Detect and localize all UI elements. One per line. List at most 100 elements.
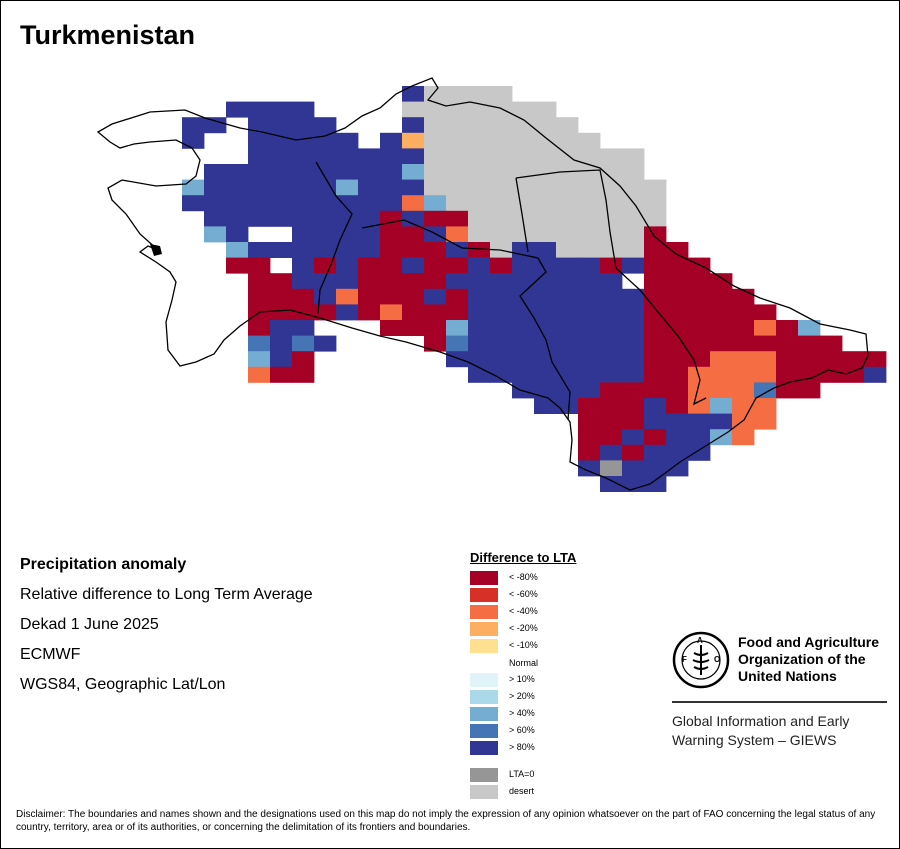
grid-cell: [688, 335, 711, 352]
grid-cell: [336, 273, 359, 290]
grid-cell: [248, 179, 271, 196]
grid-cell: [578, 226, 601, 243]
grid-cell: [490, 164, 513, 180]
grid-cell: [666, 273, 689, 290]
grid-cell: [666, 335, 689, 352]
grid-cell: [710, 273, 733, 290]
grid-cell: [468, 132, 491, 149]
legend-swatch: [470, 673, 498, 687]
legend-label: < -40%: [509, 606, 538, 616]
grid-cell: [666, 444, 689, 461]
grid-cell: [314, 335, 337, 352]
legend-label: < -80%: [509, 572, 538, 582]
grid-cell: [622, 226, 645, 243]
grid-cell: [292, 117, 315, 134]
grid-cell: [270, 351, 293, 368]
grid-cell: [358, 288, 381, 305]
grid-cell: [402, 148, 425, 165]
grid-cell: [798, 320, 821, 336]
anomaly-map: [96, 77, 887, 492]
grid-cell: [666, 351, 689, 368]
grid-cell: [622, 210, 645, 227]
grid-cell: [270, 304, 293, 321]
grid-cell: [534, 366, 557, 383]
grid-cell: [380, 164, 403, 180]
grid-cell: [512, 148, 535, 165]
grid-cell: [600, 429, 623, 446]
grid-cell: [468, 226, 491, 243]
grid-cell: [292, 335, 315, 352]
grid-cell: [578, 242, 601, 258]
grid-cell: [534, 195, 557, 212]
grid-cell: [710, 366, 733, 383]
disclaimer: Disclaimer: The boundaries and names sho…: [16, 809, 876, 833]
grid-cell: [380, 226, 403, 243]
grid-cell: [622, 242, 645, 258]
grid-cell: [578, 429, 601, 446]
legend-swatch: [470, 605, 498, 619]
grid-cell: [314, 195, 337, 212]
grid-cell: [402, 101, 425, 118]
grid-cell: [732, 320, 755, 336]
grid-cell: [666, 257, 689, 274]
grid-cell: [248, 117, 271, 134]
grid-cell: [578, 382, 601, 399]
grid-cell: [314, 273, 337, 290]
grid-cell: [182, 179, 205, 196]
grid-cell: [644, 335, 667, 352]
grid-cell: [358, 148, 381, 165]
grid-cell: [622, 148, 645, 165]
grid-cell: [710, 382, 733, 399]
grid-cell: [204, 210, 227, 227]
grid-cell: [446, 335, 469, 352]
grid-cell: [424, 320, 447, 336]
grid-cell: [820, 366, 843, 383]
grid-cell: [776, 335, 799, 352]
grid-cell: [248, 320, 271, 336]
province-border-1: [315, 161, 353, 315]
grid-cell: [578, 132, 601, 149]
grid-cell: [424, 257, 447, 274]
grid-cell: [292, 257, 315, 274]
grid-cell: [710, 320, 733, 336]
grid-cell: [468, 257, 491, 274]
grid-cell: [864, 351, 887, 368]
grid-cell: [688, 273, 711, 290]
grid-cell: [578, 413, 601, 430]
grid-cell: [644, 257, 667, 274]
grid-cell: [644, 304, 667, 321]
grid-cell: [534, 335, 557, 352]
grid-cell: [424, 132, 447, 149]
grid-cell: [578, 195, 601, 212]
grid-cell: [556, 273, 579, 290]
grid-cell: [754, 304, 777, 321]
grid-cell: [490, 257, 513, 274]
grid-cell: [600, 382, 623, 399]
grid-cell: [402, 195, 425, 212]
grid-cell: [688, 366, 711, 383]
grid-cell: [248, 164, 271, 180]
grid-cell: [732, 351, 755, 368]
grid-cell: [226, 210, 249, 227]
grid-cell: [248, 257, 271, 274]
grid-cell: [446, 320, 469, 336]
grid-cell: [292, 320, 315, 336]
grid-cell: [468, 117, 491, 134]
grid-cell: [446, 132, 469, 149]
grid-cell: [644, 242, 667, 258]
grid-cell: [644, 413, 667, 430]
grid-cell: [490, 273, 513, 290]
grid-cell: [380, 257, 403, 274]
grid-cell: [710, 288, 733, 305]
grid-cell: [182, 195, 205, 212]
grid-cell: [512, 257, 535, 274]
grid-cell: [578, 257, 601, 274]
grid-cell: [534, 382, 557, 399]
grid-cell: [270, 148, 293, 165]
grid-cell: [754, 398, 777, 414]
grid-cell: [600, 195, 623, 212]
legend-label: > 80%: [509, 742, 535, 752]
grid-cell: [314, 226, 337, 243]
grid-cell: [424, 164, 447, 180]
legend-normal-label: Normal: [509, 658, 539, 668]
